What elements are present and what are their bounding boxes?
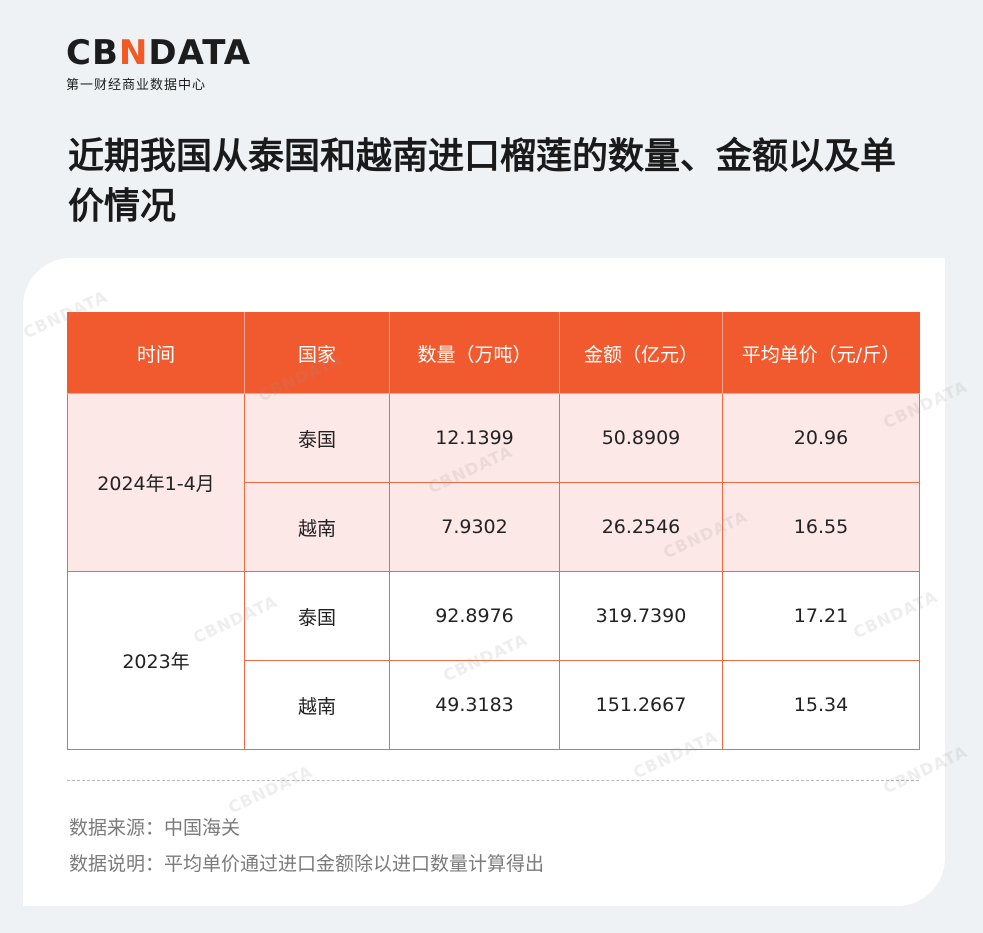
unit-price-cell: 15.34 — [722, 660, 920, 750]
table-row: 2023年 泰国 92.8976 319.7390 17.21 — [67, 571, 920, 750]
header-unit-price: 平均单价（元/斤） — [722, 312, 920, 394]
country-cell: 越南 — [244, 660, 390, 750]
page-title: 近期我国从泰国和越南进口榴莲的数量、金额以及单价情况 — [68, 136, 897, 227]
brand-logo: CBNDATA 第一财经商业数据中心 — [66, 34, 251, 93]
table-row: 越南 49.3183 151.2667 15.34 — [68, 660, 920, 750]
quantity-cell: 7.9302 — [389, 482, 560, 572]
content-card: 时间 国家 数量（万吨） 金额（亿元） 平均单价（元/斤） 2024年1-4月 … — [23, 258, 945, 906]
logo-subtitle: 第一财经商业数据中心 — [66, 78, 207, 93]
data-explanation-note: 数据说明：平均单价通过进口金额除以进口数量计算得出 — [69, 853, 545, 875]
notes: 数据来源：中国海关 数据说明：平均单价通过进口金额除以进口数量计算得出 — [69, 810, 544, 882]
dashed-divider — [67, 780, 919, 781]
country-cell: 泰国 — [244, 393, 390, 483]
header-time: 时间 — [67, 312, 245, 394]
quantity-cell: 92.8976 — [389, 571, 560, 661]
country-cell: 泰国 — [244, 571, 390, 661]
period-cell: 2024年1-4月 — [67, 393, 245, 572]
amount-cell: 151.2667 — [559, 660, 723, 750]
header-quantity: 数量（万吨） — [389, 312, 560, 394]
header-country: 国家 — [244, 312, 390, 394]
unit-price-cell: 17.21 — [722, 571, 920, 661]
amount-cell: 26.2546 — [559, 482, 723, 572]
table-row: 越南 7.9302 26.2546 16.55 — [68, 482, 920, 572]
unit-price-cell: 20.96 — [722, 393, 920, 483]
country-cell: 越南 — [244, 482, 390, 572]
amount-cell: 50.8909 — [559, 393, 723, 483]
quantity-cell: 49.3183 — [389, 660, 560, 750]
logo-wordmark: CBNDATA — [66, 33, 252, 73]
durian-import-table: 时间 国家 数量（万吨） 金额（亿元） 平均单价（元/斤） 2024年1-4月 … — [67, 312, 920, 750]
amount-cell: 319.7390 — [559, 571, 723, 661]
table-row: 2024年1-4月 泰国 12.1399 50.8909 20.96 — [67, 393, 920, 572]
header-amount: 金额（亿元） — [559, 312, 723, 394]
data-source-note: 数据来源：中国海关 — [69, 817, 241, 839]
unit-price-cell: 16.55 — [722, 482, 920, 572]
quantity-cell: 12.1399 — [389, 393, 560, 483]
table-header-row: 时间 国家 数量（万吨） 金额（亿元） 平均单价（元/斤） — [67, 312, 920, 394]
period-cell: 2023年 — [67, 571, 245, 750]
